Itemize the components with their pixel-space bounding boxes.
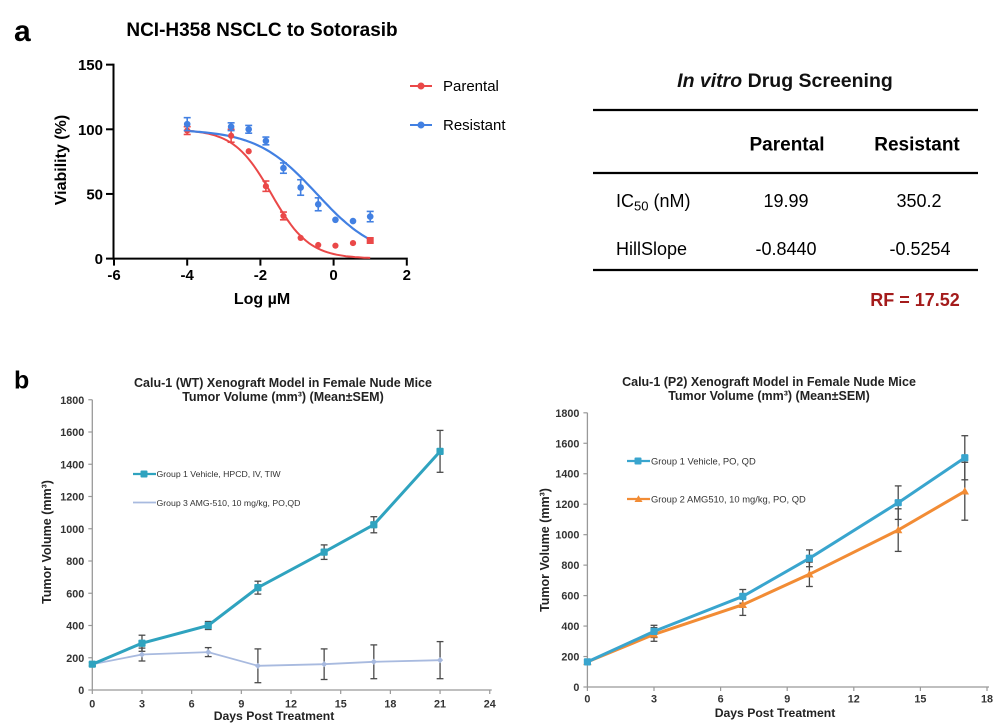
svg-text:1200: 1200 xyxy=(555,499,579,511)
svg-text:12: 12 xyxy=(848,694,860,706)
svg-text:-6: -6 xyxy=(107,267,120,284)
svg-text:0: 0 xyxy=(573,682,579,694)
svg-text:21: 21 xyxy=(434,699,446,711)
svg-text:400: 400 xyxy=(66,621,84,633)
svg-text:Group 1 Vehicle, PO, QD: Group 1 Vehicle, PO, QD xyxy=(651,456,756,467)
svg-text:b: b xyxy=(14,367,29,395)
svg-text:Tumor Volume (mm³): Tumor Volume (mm³) xyxy=(538,488,552,612)
svg-text:0: 0 xyxy=(584,694,590,706)
svg-text:Resistant: Resistant xyxy=(874,135,960,156)
svg-text:0: 0 xyxy=(329,267,337,284)
svg-text:-0.8440: -0.8440 xyxy=(755,239,816,259)
svg-text:150: 150 xyxy=(78,57,103,74)
svg-text:1600: 1600 xyxy=(555,438,579,450)
svg-text:1400: 1400 xyxy=(555,469,579,481)
svg-text:1800: 1800 xyxy=(555,408,579,420)
svg-text:-4: -4 xyxy=(181,267,195,284)
svg-text:Tumor Volume (mm³) (Mean±SEM): Tumor Volume (mm³) (Mean±SEM) xyxy=(668,389,870,403)
svg-text:100: 100 xyxy=(78,122,103,139)
svg-text:12: 12 xyxy=(285,699,297,711)
svg-text:600: 600 xyxy=(66,588,84,600)
svg-text:a: a xyxy=(14,15,31,48)
svg-text:18: 18 xyxy=(384,699,396,711)
svg-text:9: 9 xyxy=(238,699,244,711)
svg-text:0: 0 xyxy=(95,251,103,268)
svg-text:15: 15 xyxy=(335,699,347,711)
svg-text:Parental: Parental xyxy=(443,78,499,95)
svg-text:24: 24 xyxy=(484,699,496,711)
svg-text:Calu-1 (WT) Xenograft Model in: Calu-1 (WT) Xenograft Model in Female Nu… xyxy=(134,376,432,390)
svg-text:350.2: 350.2 xyxy=(896,191,941,211)
svg-text:6: 6 xyxy=(189,699,195,711)
svg-text:0: 0 xyxy=(89,699,95,711)
svg-text:Days Post Treatment: Days Post Treatment xyxy=(715,706,836,720)
svg-text:15: 15 xyxy=(914,694,926,706)
svg-text:0: 0 xyxy=(78,685,84,697)
svg-text:IC50 (nM): IC50 (nM) xyxy=(616,191,690,214)
svg-text:200: 200 xyxy=(66,653,84,665)
svg-text:3: 3 xyxy=(139,699,145,711)
svg-text:1600: 1600 xyxy=(60,427,84,439)
svg-text:RF = 17.52: RF = 17.52 xyxy=(870,290,960,310)
svg-text:19.99: 19.99 xyxy=(763,191,808,211)
svg-text:600: 600 xyxy=(561,591,579,603)
svg-text:Resistant: Resistant xyxy=(443,117,506,134)
svg-text:3: 3 xyxy=(651,694,657,706)
svg-text:1000: 1000 xyxy=(60,524,84,536)
svg-text:Parental: Parental xyxy=(750,135,825,156)
svg-text:HillSlope: HillSlope xyxy=(616,239,687,259)
svg-text:Calu-1 (P2) Xenograft Model in: Calu-1 (P2) Xenograft Model in Female Nu… xyxy=(622,375,916,389)
svg-text:-0.5254: -0.5254 xyxy=(889,239,950,259)
svg-text:800: 800 xyxy=(66,556,84,568)
svg-text:1000: 1000 xyxy=(555,530,579,542)
svg-text:Tumor Volume (mm³): Tumor Volume (mm³) xyxy=(40,480,54,604)
svg-text:Group 2 AMG510, 10 mg/kg, PO,: Group 2 AMG510, 10 mg/kg, PO, QD xyxy=(651,494,806,505)
svg-text:Tumor Volume (mm³) (Mean±SEM): Tumor Volume (mm³) (Mean±SEM) xyxy=(182,390,384,404)
svg-text:50: 50 xyxy=(86,186,103,203)
svg-text:Group 1 Vehicle, HPCD, IV, TIW: Group 1 Vehicle, HPCD, IV, TIW xyxy=(157,469,282,479)
svg-text:400: 400 xyxy=(561,621,579,633)
svg-text:6: 6 xyxy=(718,694,724,706)
svg-text:1200: 1200 xyxy=(60,492,84,504)
svg-text:9: 9 xyxy=(784,694,790,706)
svg-text:2: 2 xyxy=(403,267,411,284)
svg-text:In vitro Drug Screening: In vitro Drug Screening xyxy=(677,70,893,92)
svg-text:200: 200 xyxy=(561,652,579,664)
svg-text:1400: 1400 xyxy=(60,459,84,471)
svg-text:Log µM: Log µM xyxy=(234,291,290,308)
svg-text:800: 800 xyxy=(561,560,579,572)
svg-text:Viability (%): Viability (%) xyxy=(53,115,70,205)
svg-text:Group 3 AMG-510, 10 mg/kg, PO,: Group 3 AMG-510, 10 mg/kg, PO,QD xyxy=(157,498,301,508)
svg-text:Days Post Treatment: Days Post Treatment xyxy=(214,709,335,723)
svg-text:1800: 1800 xyxy=(60,395,84,407)
svg-text:-2: -2 xyxy=(254,267,267,284)
svg-text:18: 18 xyxy=(981,694,993,706)
svg-text:NCI-H358 NSCLC to Sotorasib: NCI-H358 NSCLC to Sotorasib xyxy=(126,20,397,41)
